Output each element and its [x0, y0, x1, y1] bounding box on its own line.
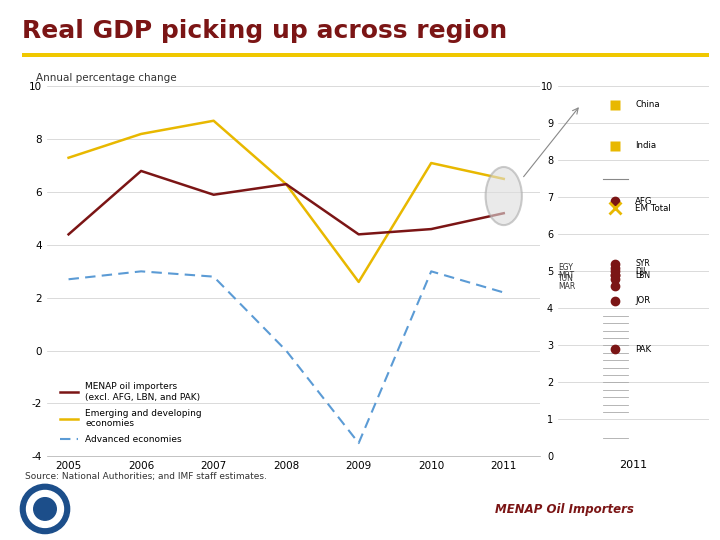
Text: Source: National Authorities; and IMF staff estimates.: Source: National Authorities; and IMF st…	[25, 472, 267, 482]
Text: EGY: EGY	[558, 263, 573, 272]
X-axis label: 2011: 2011	[619, 461, 648, 470]
Text: MENAP Oil Importers: MENAP Oil Importers	[495, 503, 634, 516]
Circle shape	[20, 484, 70, 534]
Text: Annual percentage change: Annual percentage change	[36, 73, 176, 83]
Legend: MENAP oil importers
(excl. AFG, LBN, and PAK), Emerging and developing
economies: MENAP oil importers (excl. AFG, LBN, and…	[56, 379, 205, 448]
Text: SYR: SYR	[635, 259, 650, 268]
Text: AFG: AFG	[635, 197, 653, 206]
Circle shape	[27, 490, 63, 528]
Circle shape	[34, 498, 56, 520]
Ellipse shape	[485, 167, 522, 225]
Text: PAK: PAK	[635, 345, 651, 354]
Text: China: China	[635, 100, 660, 110]
Text: JOR: JOR	[635, 296, 650, 306]
Text: India: India	[635, 141, 656, 150]
Text: Real GDP picking up across region: Real GDP picking up across region	[22, 19, 507, 43]
Text: TUN: TUN	[558, 274, 574, 284]
Text: MAR: MAR	[558, 282, 575, 291]
Text: LBN: LBN	[635, 271, 650, 280]
Text: DJI: DJI	[635, 267, 646, 276]
Text: MRT: MRT	[558, 271, 574, 280]
Text: EM Total: EM Total	[635, 204, 671, 213]
